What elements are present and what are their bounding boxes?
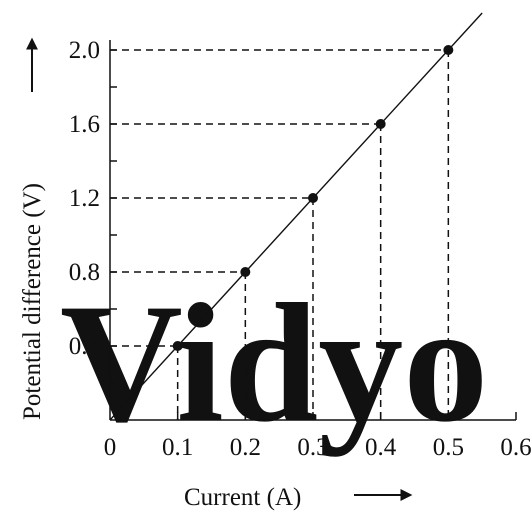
x-tick-labels: 0 0.1 0.2 0.3 0.4 0.5 0.6 xyxy=(104,434,532,461)
y-tick-label: 1.6 xyxy=(69,111,100,138)
watermark: Vidyo xyxy=(60,269,488,457)
x-tick-label: 0.4 xyxy=(365,434,397,461)
x-tick-label: 0 xyxy=(104,434,117,461)
x-tick-label: 0.1 xyxy=(162,434,193,461)
axes xyxy=(109,40,517,421)
x-axis-title: Current (A) xyxy=(184,484,301,511)
x-tick-label: 0.2 xyxy=(230,434,261,461)
data-point xyxy=(240,267,251,277)
projection-lines xyxy=(110,49,450,420)
fit-line xyxy=(109,12,483,421)
data-point xyxy=(375,119,386,129)
y-tick-label: 0.8 xyxy=(69,259,100,286)
y-axis-title: Potential difference (V) xyxy=(19,183,46,420)
y-tick-label: 0.4 xyxy=(69,333,101,360)
y-tick-labels: 0.4 0.8 1.2 1.6 2.0 xyxy=(69,37,101,360)
data-point xyxy=(308,193,318,203)
y-tick-label: 2.0 xyxy=(69,37,100,64)
data-point xyxy=(443,45,454,55)
data-points xyxy=(172,45,454,351)
x-tick-label: 0.5 xyxy=(433,434,464,461)
x-tick-label: 0.6 xyxy=(500,434,531,461)
fit-line-layer xyxy=(109,12,483,421)
y-tick-label: 1.2 xyxy=(69,185,100,212)
data-point xyxy=(172,341,183,351)
x-tick-label: 0.3 xyxy=(297,434,328,461)
